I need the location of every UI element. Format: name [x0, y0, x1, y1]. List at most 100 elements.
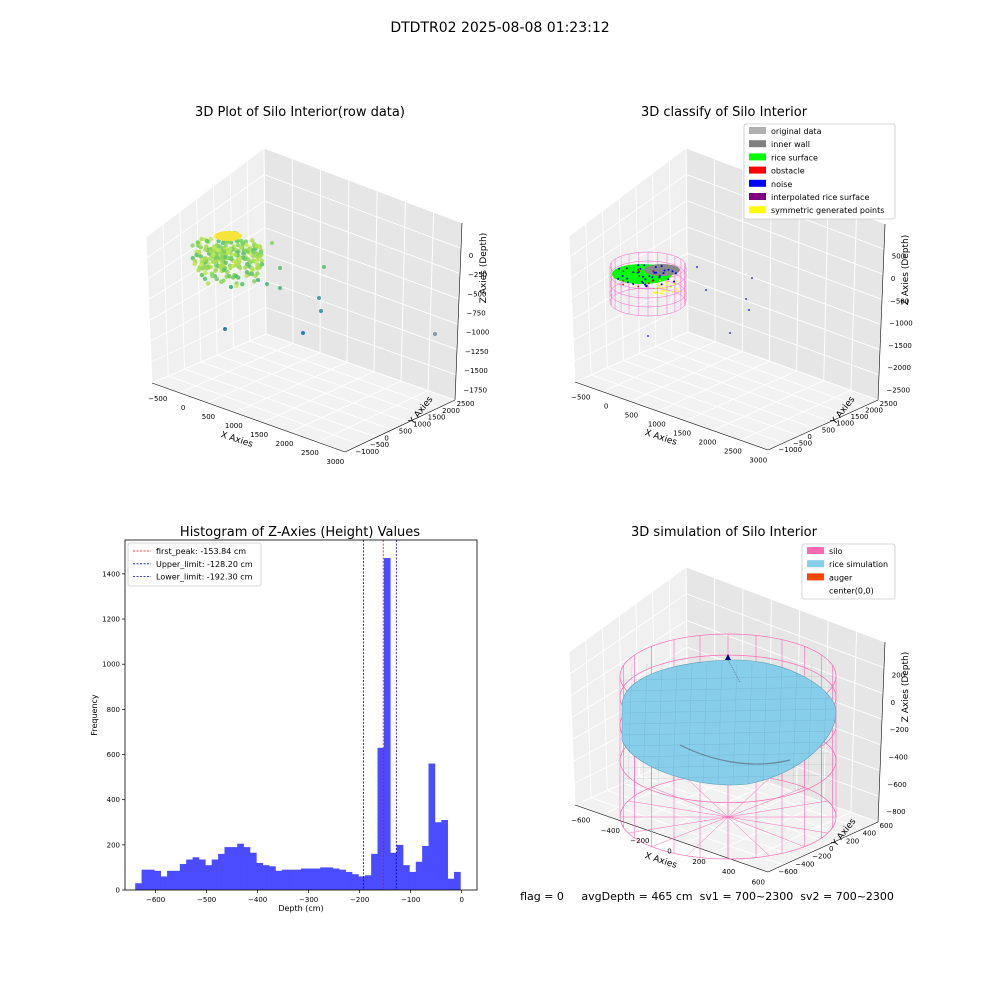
panel-simulation-3d: 3D simulation of Silo Interior −600−400−…	[520, 525, 911, 903]
histogram-bar	[224, 847, 231, 890]
legend-swatch	[749, 180, 766, 187]
noise-outlier	[705, 289, 707, 291]
point	[244, 243, 248, 247]
point	[196, 240, 200, 244]
outlier-point	[265, 282, 269, 286]
point	[240, 282, 244, 286]
symmetric-point	[664, 290, 666, 292]
obstacle-point	[648, 282, 650, 284]
histogram-bar	[269, 866, 276, 890]
symmetric-point	[659, 285, 661, 287]
point	[199, 237, 203, 241]
point	[251, 258, 255, 262]
outlier-point	[234, 274, 238, 278]
histogram-bar	[333, 869, 340, 890]
legend-label: Lower_limit: -192.30 cm	[156, 573, 253, 582]
panel4-zlabel: Z Axies (Depth)	[901, 652, 911, 723]
noise-point	[648, 275, 650, 277]
point	[208, 249, 212, 253]
histogram-bar	[409, 872, 416, 890]
outlier-point	[322, 265, 326, 269]
noise-point	[645, 285, 647, 287]
histogram-bar	[244, 847, 251, 890]
legend-label: rice simulation	[829, 560, 888, 569]
symmetric-point	[655, 292, 657, 294]
point	[255, 263, 259, 267]
histogram-bar	[193, 857, 200, 890]
point	[245, 270, 249, 274]
legend-label: Upper_limit: -128.20 cm	[156, 560, 253, 569]
point	[204, 244, 208, 248]
outlier-point	[301, 331, 305, 335]
obstacle-point	[622, 280, 624, 282]
symmetric-point	[670, 286, 672, 288]
legend-label: interpolated rice surface	[771, 193, 869, 202]
histogram-xlabel: Depth (cm)	[278, 904, 323, 913]
z-tick-label: −400	[889, 753, 908, 761]
z-tick-label: −1000	[466, 329, 490, 337]
histogram-bar	[205, 865, 212, 890]
histogram-bar	[320, 867, 327, 890]
noise-point	[655, 266, 657, 268]
panel1-xlabel: X Axies	[219, 430, 254, 450]
x-tick-label: 2500	[301, 449, 319, 457]
noise-point	[637, 264, 639, 266]
legend-label: symmetric generated points	[771, 206, 884, 215]
histogram-bar	[371, 854, 378, 890]
y-tick-label: 500	[399, 427, 412, 435]
z-tick-label: −1500	[888, 342, 912, 350]
point	[205, 239, 209, 243]
histogram-bar	[142, 870, 149, 890]
z-tick-label: −2500	[886, 386, 910, 394]
symmetric-point	[662, 290, 664, 292]
point	[208, 256, 212, 260]
point	[251, 250, 255, 254]
noise-outlier	[751, 277, 753, 279]
legend-swatch	[807, 573, 824, 580]
point	[212, 245, 216, 249]
histogram-bar	[173, 871, 180, 890]
symmetric-point	[653, 292, 655, 294]
obstacle-point	[637, 286, 639, 288]
noise-point	[632, 283, 634, 285]
histogram-bar	[301, 869, 308, 890]
y-tick-label: 0	[807, 433, 811, 441]
histogram-bar	[180, 864, 187, 890]
noise-point	[618, 268, 620, 270]
x-tick-label: 400	[722, 868, 735, 876]
point	[252, 279, 256, 283]
histogram-bar	[218, 854, 225, 890]
legend-label: rice surface	[771, 153, 818, 162]
legend-swatch	[749, 140, 766, 147]
panel2-zlabel: Z Axies (Depth)	[901, 235, 911, 306]
outlier-point	[270, 241, 274, 245]
x-tick-label: −600	[571, 817, 590, 825]
point	[243, 266, 247, 270]
point	[231, 264, 235, 268]
histogram-bar	[148, 870, 155, 890]
y-tick-label: 200	[846, 837, 859, 845]
histogram-bar	[365, 875, 372, 890]
point	[216, 248, 220, 252]
panel-raw-data-3d: 3D Plot of Silo Interior(row data) −5000…	[146, 105, 489, 466]
point	[199, 263, 203, 267]
x-tick-label: 1000	[225, 422, 243, 430]
x-tick-label: 0	[459, 896, 463, 904]
histogram-bar	[263, 865, 270, 890]
x-tick-label: −200	[630, 837, 649, 845]
point	[203, 271, 207, 275]
symmetric-point	[676, 280, 678, 282]
noise-point	[626, 267, 628, 269]
x-tick-label: −200	[350, 896, 369, 904]
outlier-point	[229, 285, 233, 289]
point	[203, 277, 207, 281]
noise-point	[644, 278, 646, 280]
y-tick-label: 1500	[428, 414, 446, 422]
point	[238, 257, 242, 261]
legend-label: inner wall	[771, 140, 810, 149]
symmetric-point	[659, 279, 661, 281]
noise-outlier	[647, 335, 649, 337]
x-tick-label: 0	[667, 848, 671, 856]
histogram-bar	[250, 853, 257, 890]
